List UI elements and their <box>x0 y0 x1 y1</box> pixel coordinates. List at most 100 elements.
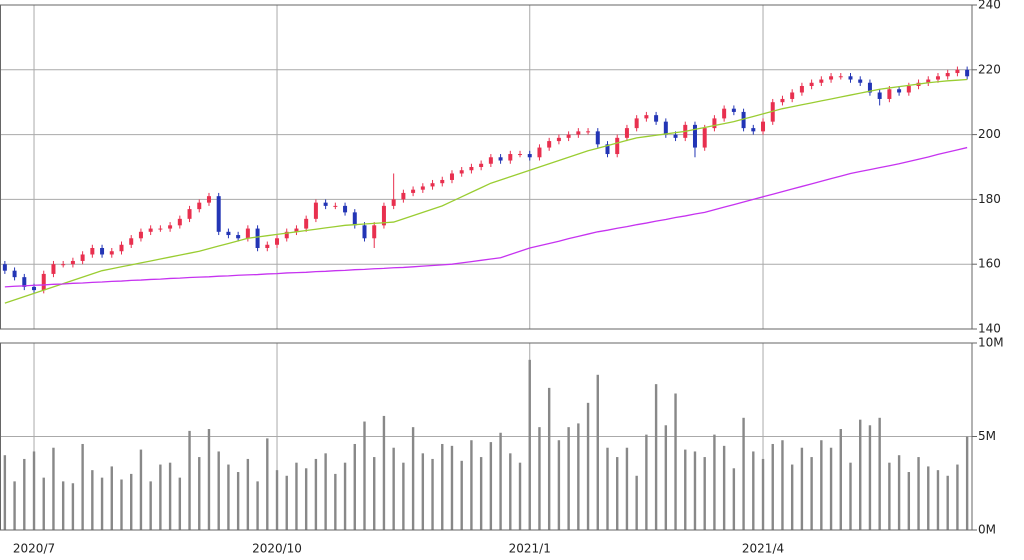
volume-bar <box>752 451 755 530</box>
volume-bar <box>946 475 949 530</box>
volume-bar <box>645 434 648 530</box>
volume-bar <box>334 473 337 530</box>
moving-average-line <box>4 78 968 304</box>
volume-bar <box>71 483 75 530</box>
candle-body <box>32 286 37 291</box>
candle-body <box>275 238 280 245</box>
candle-body <box>197 202 202 210</box>
volume-bar <box>13 481 16 530</box>
candle-body <box>819 79 824 83</box>
candle-body <box>887 89 892 99</box>
candle-body <box>663 121 668 135</box>
candle-body <box>100 248 105 255</box>
volume-bar <box>538 427 541 530</box>
volume-bar <box>732 468 736 530</box>
candle-body <box>556 137 561 142</box>
candle-body <box>236 235 241 239</box>
volume-bar <box>256 481 259 530</box>
volume-bar <box>674 393 677 530</box>
volume-bar <box>314 458 318 530</box>
candle-body <box>838 76 843 78</box>
y-tick-label: 180 <box>978 192 1001 206</box>
candle-body <box>537 147 542 158</box>
x-tick-label: 2020/10 <box>252 542 302 556</box>
candle-body <box>51 264 56 274</box>
candle-body <box>187 209 192 219</box>
volume-bar <box>577 423 580 530</box>
candle-body <box>372 225 377 239</box>
candle-body <box>138 231 143 239</box>
candle-body <box>722 108 727 119</box>
candle-body <box>576 131 581 135</box>
candle-body <box>411 189 416 193</box>
volume-bar <box>703 457 706 530</box>
volume-bar <box>868 425 872 530</box>
volume-bar <box>52 447 55 530</box>
volume-bar <box>479 457 483 530</box>
candle-body <box>41 273 46 291</box>
volume-bar <box>878 417 881 530</box>
candle-body <box>352 212 357 226</box>
y-tick-label: 0M <box>978 523 996 537</box>
volume-bar <box>431 458 434 530</box>
volume-bar <box>528 359 531 530</box>
candle-body <box>654 115 659 122</box>
candle-body <box>265 244 270 248</box>
candle-body <box>498 157 503 161</box>
candle-body <box>799 86 804 93</box>
volume-bar <box>800 447 804 530</box>
volume-bar <box>130 473 133 530</box>
candle-body <box>761 121 766 132</box>
volume-bar <box>684 449 687 530</box>
volume-bar <box>849 462 852 530</box>
candle-body <box>469 167 474 171</box>
volume-bar <box>829 447 833 530</box>
volume-bar <box>654 384 658 530</box>
volume-bar <box>927 466 930 530</box>
candle-body <box>673 134 678 138</box>
volume-bar <box>207 429 211 530</box>
volume-bar <box>178 477 182 530</box>
candle-body <box>22 277 27 287</box>
volume-bar <box>956 464 959 530</box>
volume-bar <box>790 464 794 530</box>
volume-bar <box>499 432 502 530</box>
candle-body <box>955 69 960 74</box>
volume-bar <box>547 387 551 530</box>
volume-bar <box>441 443 444 530</box>
volume-bar <box>217 451 220 530</box>
panel-background <box>0 5 972 329</box>
volume-bar <box>518 462 522 530</box>
candle-body <box>858 79 863 83</box>
candle-body <box>323 202 328 206</box>
candle-body <box>935 76 940 80</box>
volume-bar <box>91 470 94 530</box>
volume-bar <box>722 445 726 530</box>
candle-body <box>148 228 153 232</box>
candle-body <box>547 141 552 148</box>
candle-body <box>741 111 746 129</box>
volume-bar <box>713 434 716 530</box>
x-tick-label: 2021/4 <box>742 542 784 556</box>
volume-bar <box>635 475 638 530</box>
volume-bar <box>771 443 774 530</box>
volume-bar <box>353 443 356 530</box>
candle-body <box>362 225 367 239</box>
candle-body <box>313 202 318 219</box>
volume-bar <box>489 442 493 530</box>
x-tick-label: 2021/1 <box>509 542 551 556</box>
volume-bar <box>120 479 123 530</box>
candle-body <box>527 154 532 158</box>
candle-body <box>790 92 795 99</box>
candle-body <box>70 260 75 265</box>
volume-bar <box>246 458 250 530</box>
candle-body <box>518 154 523 156</box>
volume-bar <box>470 440 473 530</box>
y-tick-label: 5M <box>978 429 996 443</box>
candle-body <box>712 118 717 129</box>
volume-bar <box>168 462 172 530</box>
volume-bar <box>295 462 298 530</box>
volume-bar <box>820 440 823 530</box>
candle-body <box>877 92 882 99</box>
